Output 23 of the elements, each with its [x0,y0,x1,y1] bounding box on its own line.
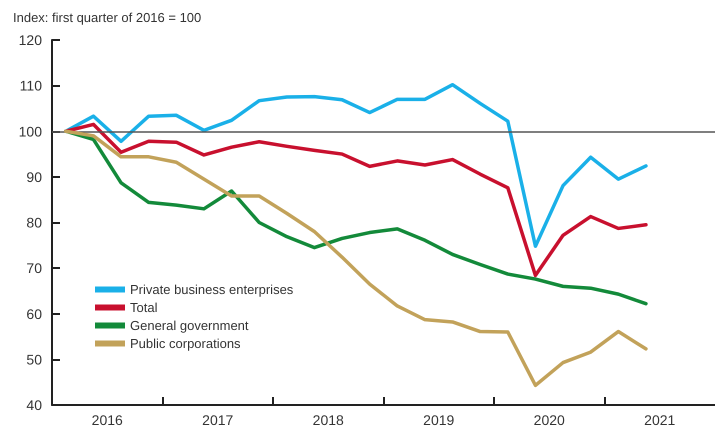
y-tick-label: 100 [18,123,42,140]
line-series [64,82,648,248]
legend-label: General government [130,318,249,333]
x-tick-label: 2021 [644,412,676,428]
legend-label: Public corporations [130,336,242,351]
legend-label: Total [130,300,158,315]
x-tick-label: 2017 [202,412,234,428]
x-tick-label: 2019 [423,412,455,428]
y-tick-label: 80 [26,214,42,230]
line-series [64,130,648,388]
y-tick-label: 50 [26,351,42,368]
y-tick-label: 40 [26,397,42,413]
y-tick-label: 110 [20,78,42,94]
x-tick-label: 2018 [312,412,344,428]
y-tick-label: 120 [18,32,42,48]
y-tick-label: 90 [26,168,42,185]
x-tick-label: 2016 [92,412,124,428]
chart-subtitle: Index: first quarter of 2016 = 100 [13,10,202,25]
x-tick-label: 2020 [534,412,566,428]
y-tick-label: 70 [26,260,42,276]
y-tick-label: 60 [26,306,42,322]
legend-label: Private business enterprises [130,282,294,297]
line-series [64,122,648,278]
